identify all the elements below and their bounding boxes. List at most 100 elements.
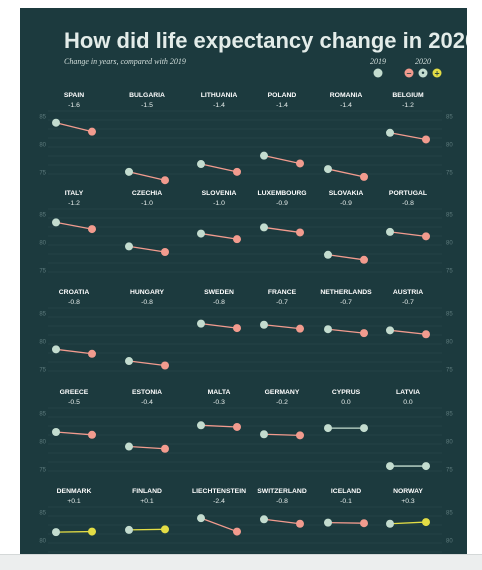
change-value: -1.4 xyxy=(340,102,352,109)
country-name: MALTA xyxy=(208,389,231,396)
change-value: +0.1 xyxy=(140,498,154,505)
country-name: BELGIUM xyxy=(392,92,424,99)
y-tick-left: 85 xyxy=(39,312,46,318)
change-line xyxy=(128,245,166,253)
change-line xyxy=(200,517,238,533)
point-2019 xyxy=(197,319,205,328)
point-2019 xyxy=(125,357,133,366)
country-name: CZECHIA xyxy=(132,190,162,197)
country-name: NORWAY xyxy=(393,488,423,495)
y-tick-left: 80 xyxy=(39,143,46,149)
point-2020 xyxy=(88,349,96,358)
y-tick-left: 75 xyxy=(39,268,46,274)
legend: − • + xyxy=(373,68,442,78)
country-belgium: BELGIUM -1.2 xyxy=(386,92,430,144)
change-value: -0.9 xyxy=(340,200,352,207)
change-line xyxy=(389,132,427,141)
country-name: GREECE xyxy=(60,389,89,396)
point-2020 xyxy=(360,329,368,338)
change-value: -0.4 xyxy=(141,399,153,406)
change-line xyxy=(55,348,93,355)
point-2019 xyxy=(260,430,268,439)
point-2019 xyxy=(260,223,268,232)
country-name: FRANCE xyxy=(268,289,297,296)
y-tick-right: 80 xyxy=(446,440,453,446)
change-line xyxy=(128,360,166,367)
country-name: DENMARK xyxy=(57,488,92,495)
change-line xyxy=(128,445,166,450)
country-norway: NORWAY +0.3 xyxy=(386,488,430,528)
chart-title: How did life expectancy change in 2020? xyxy=(64,28,467,53)
point-2020 xyxy=(422,232,430,241)
legend-dot-2019 xyxy=(373,68,383,78)
point-2020 xyxy=(360,424,368,433)
country-name: FINLAND xyxy=(132,488,162,495)
change-line xyxy=(55,530,93,533)
country-croatia: CROATIA -0.8 xyxy=(52,289,96,358)
legend-symbol-increase: + xyxy=(434,70,440,78)
country-lithuania: LITHUANIA -1.4 xyxy=(197,92,241,176)
point-2020 xyxy=(161,176,169,185)
change-value: -0.8 xyxy=(141,299,153,306)
chart-panel: How did life expectancy change in 2020? … xyxy=(20,8,467,554)
point-2019 xyxy=(52,118,60,127)
point-2019 xyxy=(324,165,332,174)
point-2019 xyxy=(324,250,332,259)
y-tick-right: 80 xyxy=(446,539,453,545)
change-value: -0.8 xyxy=(213,299,225,306)
point-2020 xyxy=(161,525,169,534)
country-name: SWEDEN xyxy=(204,289,234,296)
change-line xyxy=(200,163,238,173)
country-malta: MALTA -0.3 xyxy=(197,389,241,431)
change-line xyxy=(263,324,301,330)
change-value: -1.6 xyxy=(68,102,80,109)
country-name: NETHERLANDS xyxy=(320,289,372,296)
country-name: PORTUGAL xyxy=(389,190,427,197)
point-2020 xyxy=(360,172,368,181)
change-value: -1.4 xyxy=(276,102,288,109)
point-2020 xyxy=(233,527,241,536)
change-line xyxy=(263,155,301,165)
country-luxembourg: LUXEMBOURG -0.9 xyxy=(257,190,307,237)
chart-svg: How did life expectancy change in 2020? … xyxy=(39,28,467,553)
y-tick-left: 85 xyxy=(39,115,46,121)
y-tick-right: 85 xyxy=(446,115,453,121)
point-2020 xyxy=(161,444,169,453)
change-line xyxy=(200,322,238,329)
country-slovenia: SLOVENIA -1.0 xyxy=(197,190,241,244)
change-value: -0.9 xyxy=(276,200,288,207)
point-2019 xyxy=(386,462,394,471)
y-tick-left: 85 xyxy=(39,511,46,517)
country-name: AUSTRIA xyxy=(393,289,423,296)
country-latvia: LATVIA 0.0 xyxy=(386,389,430,471)
point-2020 xyxy=(360,255,368,264)
point-2019 xyxy=(197,514,205,523)
change-line xyxy=(327,254,365,261)
country-name: ROMANIA xyxy=(330,92,363,99)
country-name: BULGARIA xyxy=(129,92,165,99)
change-value: -0.1 xyxy=(340,498,352,505)
change-line xyxy=(128,528,166,531)
point-2020 xyxy=(233,167,241,176)
change-value: -1.0 xyxy=(141,200,153,207)
point-2019 xyxy=(125,242,133,251)
country-name: HUNGARY xyxy=(130,289,165,296)
point-2019 xyxy=(386,326,394,335)
legend-dot-2020-decrease xyxy=(404,68,414,78)
country-romania: ROMANIA -1.4 xyxy=(324,92,368,181)
y-tick-right: 75 xyxy=(446,367,453,373)
country-sweden: SWEDEN -0.8 xyxy=(197,289,241,333)
legend-label-2020: 2020 xyxy=(415,57,431,66)
y-tick-left: 75 xyxy=(39,467,46,473)
country-netherlands: NETHERLANDS -0.7 xyxy=(320,289,372,338)
country-germany: GERMANY -0.2 xyxy=(260,389,304,440)
point-2020 xyxy=(296,431,304,440)
y-tick-right: 75 xyxy=(446,268,453,274)
change-value: -0.3 xyxy=(213,399,225,406)
page-footer xyxy=(0,554,482,570)
y-tick-right: 85 xyxy=(446,511,453,517)
y-tick-left: 85 xyxy=(39,213,46,219)
country-spain: SPAIN -1.6 xyxy=(52,92,96,136)
point-2020 xyxy=(88,430,96,439)
change-line xyxy=(327,328,365,334)
